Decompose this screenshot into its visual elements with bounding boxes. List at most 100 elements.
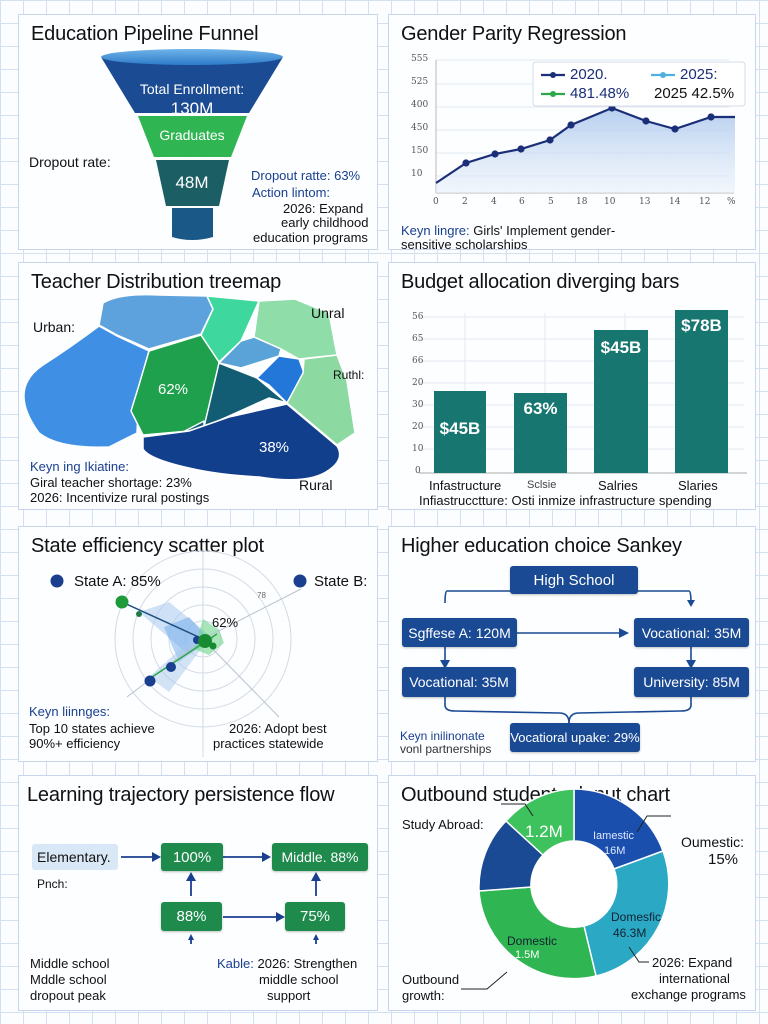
treemap-key: Keyn ing Ikiatine: <box>30 459 130 474</box>
donut-expand3: exchange programs <box>631 987 746 1002</box>
budget-bar-slaries: $78B <box>675 310 728 473</box>
x-tick: 10 <box>604 197 616 207</box>
trajectory-pnch: Pnch: <box>37 877 68 891</box>
treemap-value-38: 38% <box>259 439 290 456</box>
funnel-graphic <box>101 49 283 240</box>
funnel-action-line1: 2026: Expand <box>283 201 364 216</box>
sankey-node-left2: Vocational: 35M <box>402 667 516 697</box>
funnel-action-label: Action lintom: <box>252 185 331 200</box>
funnel-action-line2: early childhood <box>281 215 369 230</box>
treemap-line1: Giral teacher shortage: 23% <box>30 475 192 490</box>
scatter-state-b: State B: <box>314 573 368 590</box>
funnel-left-note: Dropout rate: <box>29 154 111 170</box>
funnel-title: Education Pipeline Funnel <box>31 23 259 45</box>
bar-value-label: $78B <box>681 316 722 335</box>
treemap-label-urban: Urban: <box>33 319 76 335</box>
sankey-panel: Higher education choice Sankey High Scho… <box>388 526 756 762</box>
x-tick: 5 <box>548 197 554 207</box>
budget-cat-0: Infastructure <box>429 478 502 493</box>
treemap-label-ruthl: Ruthl: <box>333 368 365 382</box>
funnel-dropout: Dropout ratte: 63% <box>251 168 361 183</box>
trajectory-right2: middle school <box>259 972 339 987</box>
scatter-key: Keyn liinnges: <box>29 704 110 719</box>
legend-2025-425: 2025 42.5% <box>654 85 735 102</box>
x-tick: 0 <box>433 197 439 207</box>
y-tick: 10 <box>412 444 424 454</box>
legend-2020: 2020. <box>570 66 608 83</box>
y-tick: 56 <box>412 312 424 322</box>
donut-seg-green-l2: 1.5M <box>515 949 540 961</box>
funnel-stage1-label: Total Enrollment: <box>139 81 245 97</box>
treemap-label-rural: Rural <box>299 477 333 493</box>
scatter-small-label: 78 <box>257 591 266 600</box>
treemap-panel: Teacher Distribution treemap 62% 38% Urb… <box>18 262 378 510</box>
sankey-title: Higher education choice Sankey <box>401 535 682 557</box>
bar-value-label: $45B <box>600 338 642 357</box>
donut-expand1: 2026: Expand <box>652 955 733 970</box>
sankey-key2: vonl partnerships <box>400 742 492 756</box>
gender-note-text: Girls' Implement gender- <box>469 223 616 238</box>
x-tick: 18 <box>576 197 588 207</box>
treemap-line2: 2026: Incentivize rural postings <box>30 490 210 505</box>
trajectory-right3: support <box>267 988 311 1003</box>
scatter-center-label: 62% <box>212 615 239 630</box>
scatter-panel: State efficiency scatter plot State A: 8… <box>18 526 378 762</box>
funnel-stage2-label: Graduates <box>159 127 225 143</box>
gender-note-line2: sensitive scholarships <box>401 237 528 250</box>
donut-seg-blue-l2: 16M <box>604 845 626 857</box>
sankey-key: Keyn inilinonate <box>400 729 485 743</box>
x-tick: 2 <box>462 197 468 207</box>
funnel-stage1-value: 130M <box>170 99 214 118</box>
sankey-node-right1: Vocational: 35M <box>634 618 749 647</box>
budget-bar-sclsie: 63% <box>514 393 567 473</box>
sankey-node-right2: University: 85M <box>634 667 749 697</box>
trajectory-title: Learning trajectory persistence flow <box>27 784 335 806</box>
gender-title: Gender Parity Regression <box>401 23 627 45</box>
y-tick: 525 <box>411 77 429 87</box>
scatter-right-line1: 2026: Adopt best <box>229 721 327 736</box>
trajectory-left3: dropout peak <box>30 988 106 1003</box>
funnel-panel: Education Pipeline Funnel Total Enrollme… <box>18 14 378 250</box>
budget-cat-1: Sclsie <box>527 479 557 491</box>
x-tick: 12 <box>699 197 711 207</box>
funnel-action-line3: education programs <box>253 230 368 245</box>
trajectory-node-88: 88% <box>161 902 222 931</box>
budget-title: Budget allocation diverging bars <box>401 271 680 293</box>
budget-bar-infrastructure: $45B <box>434 391 486 473</box>
y-tick: 10 <box>411 169 423 179</box>
budget-panel: Budget allocation diverging bars 56 65 6… <box>388 262 756 510</box>
legend-2025: 2025: <box>680 66 718 83</box>
funnel-stage3-value: 48M <box>175 173 209 192</box>
donut-seg-green-l1: Domestic <box>507 934 558 948</box>
x-tick: 14 <box>669 197 681 207</box>
y-tick: 65 <box>412 334 424 344</box>
trajectory-left2: Mddle school <box>30 972 107 987</box>
donut-seg-teal-l2: 46.3M <box>613 926 647 940</box>
trajectory-left1: Middle school <box>30 956 110 971</box>
scatter-left-line1: Top 10 states achieve <box>29 721 155 736</box>
trajectory-right1: Kable: 2026: Strengthen <box>217 956 357 971</box>
y-tick: 400 <box>411 100 429 110</box>
gender-note: Keyn lingre: Girls' Implement gender- <box>401 223 615 238</box>
trajectory-right-key: Kable: <box>217 956 254 971</box>
sankey-node-bottom: Vocatioral upake: 29% <box>510 723 640 752</box>
donut-seg-blue-l1: Iamestic <box>593 830 634 842</box>
trajectory-arrows <box>121 852 321 944</box>
y-tick: 30 <box>412 400 424 410</box>
donut-oumestic: Oumestic: <box>681 834 745 850</box>
bar-value-label: 63% <box>523 399 558 418</box>
treemap-label-unral: Unral <box>311 305 345 321</box>
scatter-right-line2: practices statewide <box>213 736 324 751</box>
y-tick: 20 <box>412 378 424 388</box>
budget-bar-salries: $45B <box>594 330 648 473</box>
treemap-value-62: 62% <box>158 381 189 398</box>
x-tick: 6 <box>519 197 525 207</box>
sankey-node-left1: Sgffese A: 120M <box>402 618 517 647</box>
scatter-radial-plot <box>50 549 307 757</box>
gender-note-key: Keyn lingre: <box>401 223 470 238</box>
y-tick: 150 <box>411 146 429 156</box>
budget-cat-2: Salries <box>598 478 638 493</box>
x-tick: 4 <box>491 197 497 207</box>
trajectory-node-100: 100% <box>161 843 223 871</box>
donut-chart <box>461 788 671 990</box>
